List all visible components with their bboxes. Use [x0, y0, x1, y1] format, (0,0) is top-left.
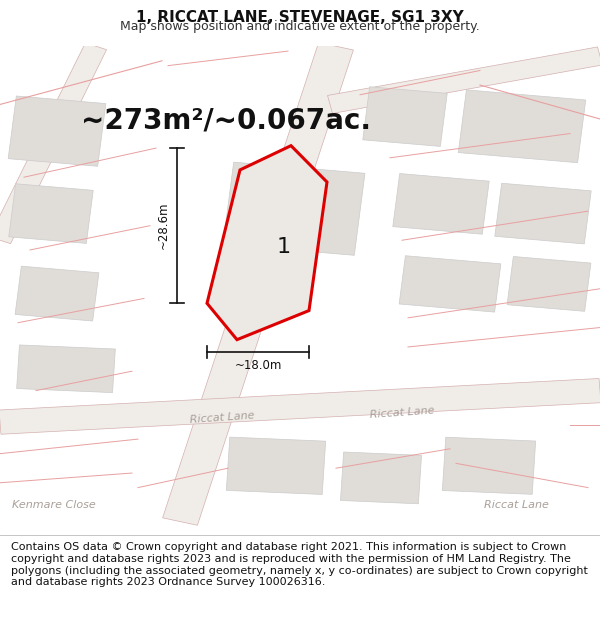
Text: ~273m²/~0.067ac.: ~273m²/~0.067ac. [81, 107, 371, 135]
Polygon shape [363, 87, 447, 146]
Polygon shape [399, 256, 501, 312]
Text: ~28.6m: ~28.6m [157, 202, 170, 249]
Text: Kenmare Close: Kenmare Close [12, 499, 96, 509]
Text: Riccat Lane: Riccat Lane [484, 499, 548, 509]
Polygon shape [340, 452, 422, 504]
Polygon shape [507, 256, 591, 311]
Polygon shape [9, 184, 93, 243]
Polygon shape [207, 146, 327, 339]
Text: Riccat Lane: Riccat Lane [189, 410, 255, 424]
Polygon shape [0, 379, 600, 434]
Polygon shape [15, 266, 99, 321]
Polygon shape [458, 90, 586, 162]
Polygon shape [17, 345, 115, 392]
Polygon shape [393, 174, 489, 234]
Polygon shape [163, 42, 353, 525]
Text: Contains OS data © Crown copyright and database right 2021. This information is : Contains OS data © Crown copyright and d… [11, 542, 587, 588]
Text: ~18.0m: ~18.0m [235, 359, 281, 372]
Polygon shape [495, 183, 591, 244]
Polygon shape [223, 162, 365, 255]
Polygon shape [226, 437, 326, 494]
Text: 1: 1 [277, 237, 290, 257]
Text: Map shows position and indicative extent of the property.: Map shows position and indicative extent… [120, 20, 480, 33]
Polygon shape [328, 47, 600, 114]
Text: Riccat Lane: Riccat Lane [369, 405, 435, 419]
Text: 1, RICCAT LANE, STEVENAGE, SG1 3XY: 1, RICCAT LANE, STEVENAGE, SG1 3XY [136, 10, 464, 25]
Text: Orwell Avenue: Orwell Avenue [250, 180, 296, 257]
Polygon shape [0, 43, 107, 244]
Polygon shape [8, 96, 106, 166]
Polygon shape [442, 438, 536, 494]
